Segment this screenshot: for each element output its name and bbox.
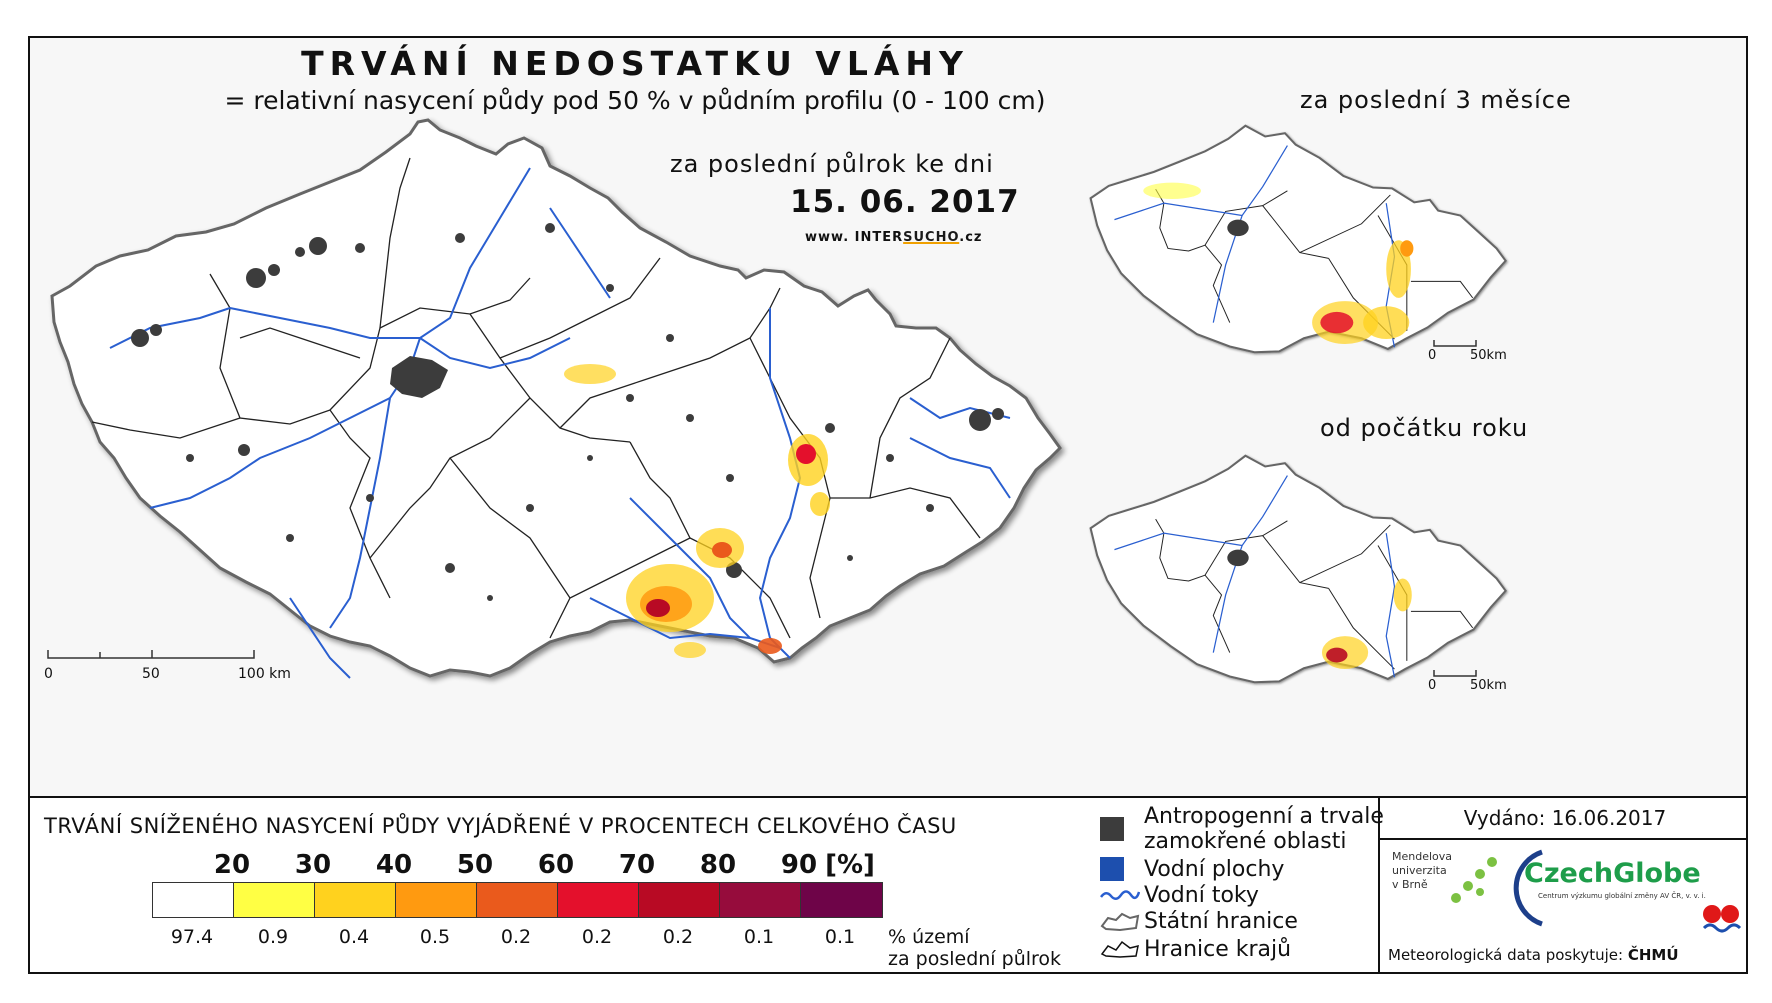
threshold-unit: [%] xyxy=(825,850,875,880)
percent-note: % území za poslední půlrok xyxy=(888,926,1061,970)
region-border-icon xyxy=(1100,940,1139,958)
water-swatch xyxy=(1100,857,1124,881)
czechglobe-logo: CzechGlobe xyxy=(1524,858,1701,889)
inset-year-label: od počátku roku xyxy=(1320,414,1529,442)
legend-color-bar xyxy=(152,882,883,918)
inset1-scale-0: 0 xyxy=(1428,348,1437,363)
threshold-90: 90 xyxy=(780,850,818,880)
legend-swatch-2 xyxy=(315,883,396,917)
inset2-scale-bar xyxy=(1433,670,1477,677)
percent-note-line2: za poslední půlrok xyxy=(888,948,1062,970)
key-anthropogenic: Antropogenní a trvale zamokřené oblasti xyxy=(1100,804,1384,854)
threshold-30: 30 xyxy=(294,850,332,880)
inset-map-year xyxy=(1089,454,1507,684)
drought-hotspots xyxy=(564,364,830,658)
inset-3-months-label: za poslední 3 měsíce xyxy=(1300,86,1572,114)
percent-3: 0.5 xyxy=(419,926,451,948)
state-border-icon xyxy=(1100,912,1140,932)
mendel-dots-icon xyxy=(1451,857,1497,903)
meteo-text: Meteorologická data poskytuje: xyxy=(1388,946,1624,964)
river-icon xyxy=(1100,890,1140,900)
legend-swatch-8 xyxy=(801,883,882,917)
anthropogenic-label-1: Antropogenní a trvale xyxy=(1144,804,1384,829)
inset-map-3-months xyxy=(1089,124,1507,354)
main-scale-tick-50: 50 xyxy=(142,666,160,682)
legend-swatch-7 xyxy=(720,883,801,917)
mendel-line-3: v Brně xyxy=(1392,878,1428,891)
percent-6: 0.2 xyxy=(662,926,694,948)
percent-5: 0.2 xyxy=(581,926,613,948)
issued-date: Vydáno: 16.06.2017 xyxy=(1463,806,1667,830)
threshold-60: 60 xyxy=(537,850,575,880)
inset2-scale-0: 0 xyxy=(1428,678,1437,693)
mendel-line-1: Mendelova xyxy=(1392,850,1453,863)
mendel-university-logo: Mendelova univerzita v Brně xyxy=(1392,850,1452,892)
rivers-label: Vodní toky xyxy=(1144,882,1259,908)
percent-0: 97.4 xyxy=(170,926,214,948)
date-label: 15. 06. 2017 xyxy=(790,184,1020,220)
publisher-divider xyxy=(1380,838,1746,840)
legend-swatch-5 xyxy=(558,883,639,917)
threshold-20: 20 xyxy=(213,850,251,880)
website-suffix: .cz xyxy=(959,230,983,245)
percent-7: 0.1 xyxy=(743,926,775,948)
meteo-credit: Meteorologická data poskytuje: ČHMÚ xyxy=(1388,946,1679,964)
country-outline xyxy=(50,118,1062,678)
map-title: TRVÁNÍ NEDOSTATKU VLÁHY xyxy=(301,44,969,83)
inset1-scale-bar xyxy=(1433,340,1477,347)
region-borders xyxy=(91,157,981,639)
legend-swatch-3 xyxy=(396,883,477,917)
threshold-80: 80 xyxy=(699,850,737,880)
percent-4: 0.2 xyxy=(500,926,532,948)
legend-title: TRVÁNÍ SNÍŽENÉHO NASYCENÍ PŮDY VYJÁDŘENÉ… xyxy=(44,814,957,838)
chmu-logo-icon xyxy=(1702,905,1742,933)
main-scale-tick-100: 100 km xyxy=(238,666,291,682)
legend-swatch-1 xyxy=(234,883,315,917)
region-border-label: Hranice krajů xyxy=(1144,936,1292,962)
website-link[interactable]: www. INTERSUCHO.cz xyxy=(805,230,982,245)
threshold-50: 50 xyxy=(456,850,494,880)
percent-1: 0.9 xyxy=(257,926,289,948)
main-map: 0 50 100 km xyxy=(44,118,1062,682)
inset2-scale-50: 50km xyxy=(1470,678,1507,693)
website-brand: SUCHO xyxy=(903,230,960,245)
anthropogenic-areas xyxy=(131,223,1004,601)
key-region-border: Hranice krajů xyxy=(1100,936,1291,962)
key-rivers: Vodní toky xyxy=(1100,882,1259,908)
key-state-border: Státní hranice xyxy=(1100,908,1298,934)
period-label: za poslední půlrok ke dni xyxy=(670,150,994,178)
percent-note-line1: % území xyxy=(888,926,970,948)
main-scale-bar xyxy=(47,650,255,659)
anthropogenic-label-2: zamokřené oblasti xyxy=(1144,829,1347,854)
mendel-line-2: univerzita xyxy=(1392,864,1447,877)
anthropogenic-swatch xyxy=(1100,817,1124,841)
czechglobe-arc-icon xyxy=(1513,849,1543,927)
water-label: Vodní plochy xyxy=(1144,856,1285,882)
map-subtitle: = relativní nasycení půdy pod 50 % v půd… xyxy=(224,86,1046,115)
main-scale-tick-0: 0 xyxy=(44,666,53,682)
state-border-label: Státní hranice xyxy=(1144,908,1298,934)
percent-2: 0.4 xyxy=(338,926,370,948)
inset1-scale-50: 50km xyxy=(1470,348,1507,363)
key-water-bodies: Vodní plochy xyxy=(1100,856,1284,882)
legend-swatch-6 xyxy=(639,883,720,917)
percent-8: 0.1 xyxy=(824,926,856,948)
legend-swatch-4 xyxy=(477,883,558,917)
map-frame: TRVÁNÍ NEDOSTATKU VLÁHY = relativní nasy… xyxy=(28,36,1748,974)
threshold-70: 70 xyxy=(618,850,656,880)
legend-area: TRVÁNÍ SNÍŽENÉHO NASYCENÍ PŮDY VYJÁDŘENÉ… xyxy=(30,796,1746,972)
legend-swatch-0 xyxy=(153,883,234,917)
legend-percents: 97.4 0.9 0.4 0.5 0.2 0.2 0.2 0.1 0.1 xyxy=(152,926,892,950)
threshold-40: 40 xyxy=(375,850,413,880)
website-prefix: www. INTER xyxy=(805,230,904,245)
czechglobe-subtitle: Centrum výzkumu globální změny AV ČR, v.… xyxy=(1538,892,1706,900)
legend-thresholds: 20 30 40 50 60 70 80 90 [%] xyxy=(206,850,966,884)
chmu-label: ČHMÚ xyxy=(1627,946,1679,964)
publisher-box: Vydáno: 16.06.2017 Mendelova univerzita … xyxy=(1378,798,1746,972)
